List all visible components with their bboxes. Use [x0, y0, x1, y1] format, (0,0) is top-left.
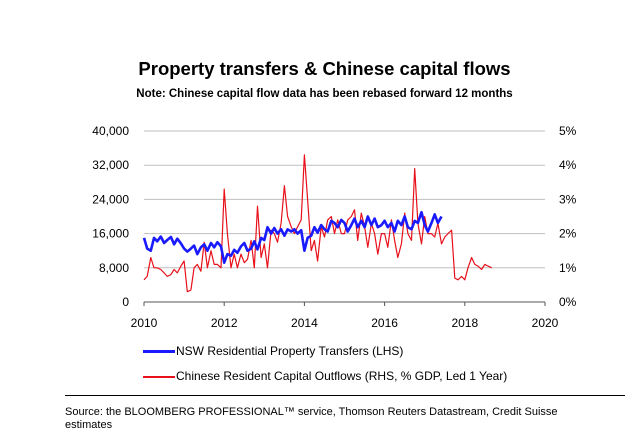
- y-right-tick-label: 4%: [559, 158, 577, 172]
- y-left-tick-label: 16,000: [92, 227, 129, 241]
- y-right-tick-label: 2%: [559, 227, 577, 241]
- x-tick-label: 2016: [371, 316, 398, 330]
- legend-swatch-red: [143, 376, 175, 378]
- axes: [143, 301, 546, 306]
- legend-swatch-blue: [143, 350, 175, 353]
- y-right-tick-label: 1%: [559, 261, 577, 275]
- gridlines: [144, 130, 545, 269]
- series-lines: [142, 154, 492, 293]
- x-tick-label: 2020: [532, 316, 559, 330]
- y-right-tick-label: 5%: [559, 124, 577, 138]
- y-left-tick-label: 0: [122, 295, 129, 309]
- tick-labels: 0 0% 8,000 1% 16,000 2% 24,000 3% 32,000 4% 40,000…: [92, 124, 576, 330]
- legend-label: Chinese Resident Capital Outflows (RHS, …: [176, 369, 508, 383]
- series-line-capital-outflows: [143, 154, 492, 293]
- legend-label: NSW Residential Property Transfers (LHS): [176, 344, 404, 358]
- y-right-tick-label: 3%: [559, 192, 577, 206]
- x-tick-label: 2018: [451, 316, 478, 330]
- series-line-property-transfers: [142, 210, 443, 265]
- chart-title: Property transfers & Chinese capital flo…: [138, 58, 511, 79]
- y-left-tick-label: 32,000: [92, 158, 129, 172]
- divider: [65, 395, 625, 396]
- x-tick-label: 2014: [291, 316, 318, 330]
- y-right-tick-label: 0%: [559, 295, 577, 309]
- y-left-tick-label: 8,000: [99, 261, 129, 275]
- y-left-tick-label: 40,000: [92, 124, 129, 138]
- chart-canvas: 0 0% 8,000 1% 16,000 2% 24,000 3% 32,000 4% 40,000…: [92, 124, 576, 330]
- x-tick-label: 2010: [131, 316, 158, 330]
- chart-subtitle: Note: Chinese capital flow data has been…: [136, 88, 513, 100]
- y-left-tick-label: 24,000: [92, 192, 129, 206]
- source-note: Source: the BLOOMBERG PROFESSIONAL™ serv…: [65, 406, 558, 431]
- x-tick-label: 2012: [211, 316, 238, 330]
